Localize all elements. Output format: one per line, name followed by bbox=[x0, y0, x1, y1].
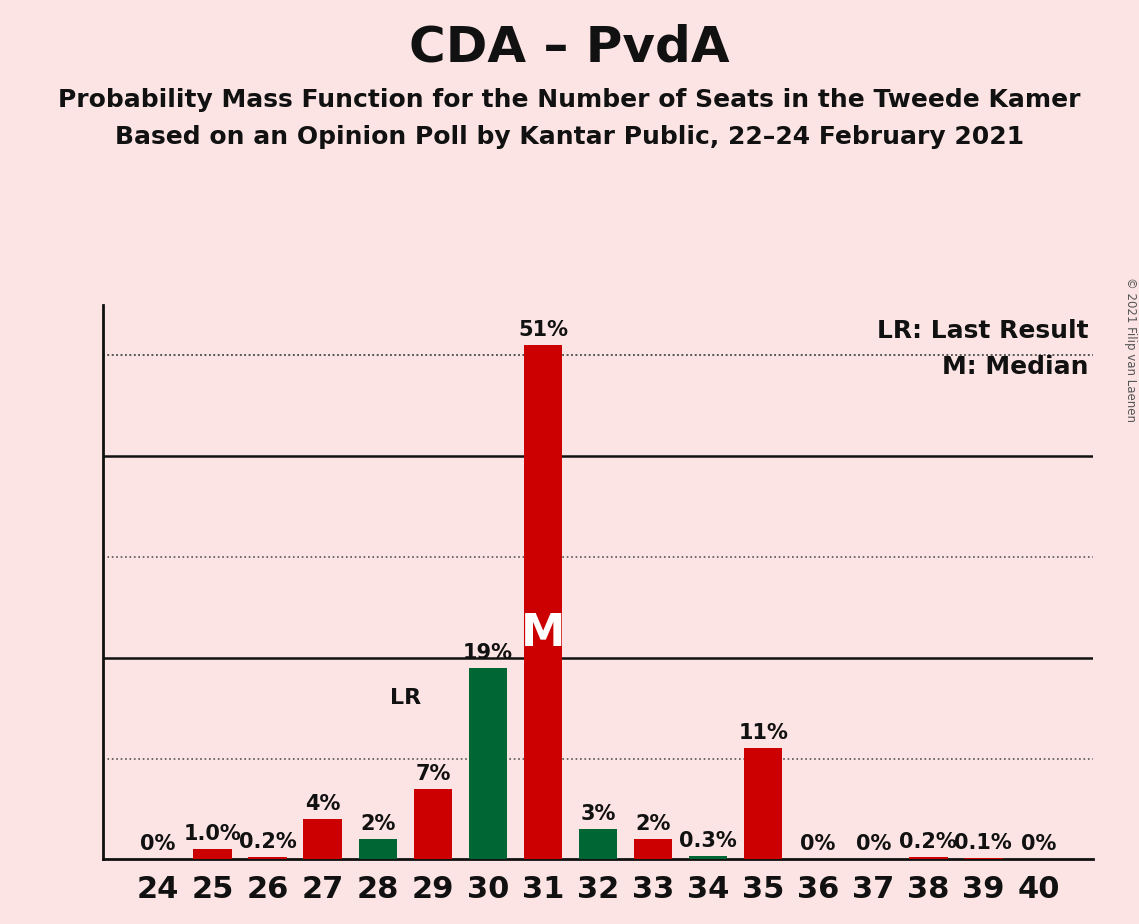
Bar bbox=[909, 857, 948, 859]
Text: 2%: 2% bbox=[360, 814, 395, 834]
Text: 1.0%: 1.0% bbox=[183, 824, 241, 845]
Bar bbox=[413, 789, 452, 859]
Text: 0%: 0% bbox=[1021, 834, 1056, 855]
Bar bbox=[468, 668, 507, 859]
Bar bbox=[248, 857, 287, 859]
Text: M: M bbox=[521, 612, 565, 654]
Text: 0.3%: 0.3% bbox=[679, 832, 737, 851]
Bar bbox=[579, 829, 617, 859]
Text: 0%: 0% bbox=[855, 834, 891, 855]
Text: 3%: 3% bbox=[580, 804, 616, 824]
Bar bbox=[744, 748, 782, 859]
Text: CDA – PvdA: CDA – PvdA bbox=[409, 23, 730, 71]
Text: 0.1%: 0.1% bbox=[954, 833, 1013, 853]
Bar bbox=[964, 858, 1002, 859]
Text: M: Median: M: Median bbox=[942, 355, 1089, 379]
Text: Probability Mass Function for the Number of Seats in the Tweede Kamer: Probability Mass Function for the Number… bbox=[58, 88, 1081, 112]
Text: 0.2%: 0.2% bbox=[900, 833, 957, 852]
Text: 11%: 11% bbox=[738, 723, 788, 744]
Text: 19%: 19% bbox=[462, 643, 513, 663]
Bar bbox=[303, 819, 342, 859]
Text: 0%: 0% bbox=[801, 834, 836, 855]
Text: 0.2%: 0.2% bbox=[239, 833, 296, 852]
Bar bbox=[633, 839, 672, 859]
Text: 2%: 2% bbox=[636, 814, 671, 834]
Bar bbox=[194, 849, 232, 859]
Text: 0%: 0% bbox=[140, 834, 175, 855]
Text: Based on an Opinion Poll by Kantar Public, 22–24 February 2021: Based on an Opinion Poll by Kantar Publi… bbox=[115, 125, 1024, 149]
Bar bbox=[359, 839, 398, 859]
Text: © 2021 Filip van Laenen: © 2021 Filip van Laenen bbox=[1124, 277, 1137, 422]
Text: 4%: 4% bbox=[305, 794, 341, 814]
Bar bbox=[524, 346, 563, 859]
Bar bbox=[689, 857, 728, 859]
Text: LR: Last Result: LR: Last Result bbox=[877, 319, 1089, 343]
Text: LR: LR bbox=[390, 688, 420, 708]
Text: 51%: 51% bbox=[518, 321, 568, 340]
Text: 7%: 7% bbox=[415, 764, 451, 784]
